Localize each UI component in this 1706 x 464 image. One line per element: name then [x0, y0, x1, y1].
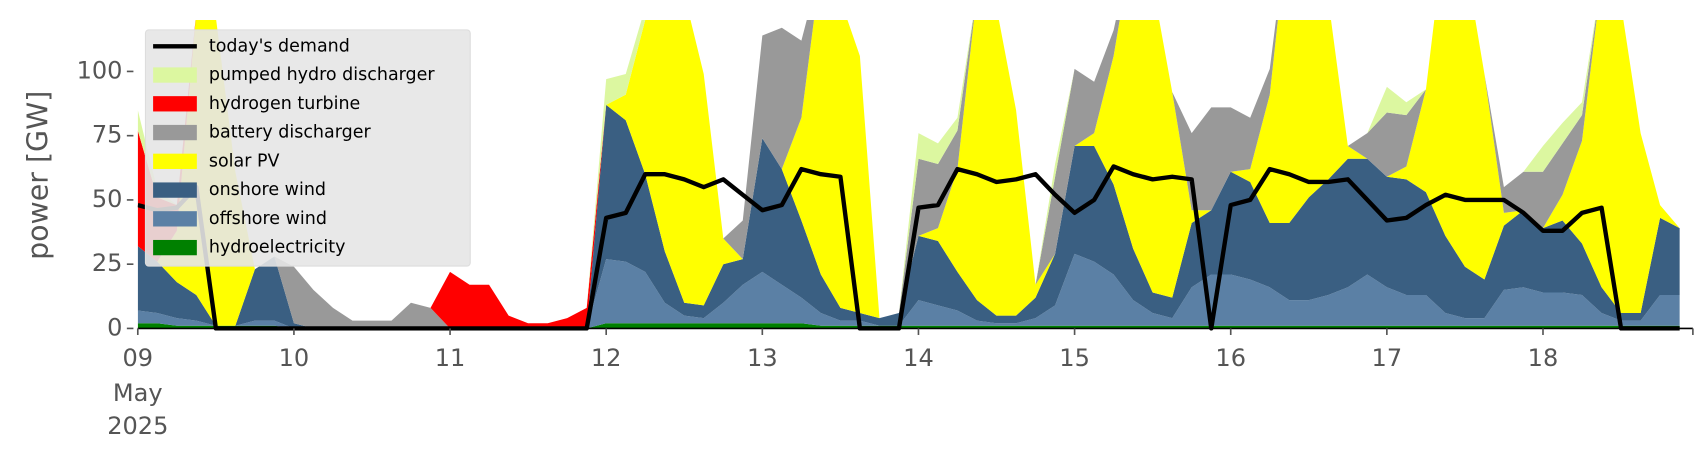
legend-swatch: [153, 67, 197, 83]
x-tick-label: 12: [591, 344, 622, 372]
x-tick-label: 14: [903, 344, 934, 372]
area: [137, 253, 1680, 329]
legend-label: onshore wind: [209, 180, 326, 200]
x-date-label: May: [113, 379, 163, 407]
legend-swatch: [153, 211, 197, 227]
area: [137, 323, 1680, 329]
legend-label: today's demand: [209, 36, 350, 56]
x-tick-label: 15: [1059, 344, 1090, 372]
x-tick-label: 16: [1215, 344, 1246, 372]
legend-swatch: [153, 96, 197, 112]
x-tick-label: 17: [1372, 344, 1403, 372]
x-tick-label: 10: [279, 344, 310, 372]
legend-box: [144, 29, 471, 267]
x-tick-label: 13: [747, 344, 778, 372]
legend-swatch: [153, 182, 197, 198]
area: [137, 20, 1680, 329]
legend-swatch: [153, 153, 197, 169]
y-tick-label: 25: [92, 249, 123, 277]
legend-label: hydrogen turbine: [209, 94, 360, 114]
legend-label: solar PV: [209, 151, 280, 171]
x-tick-label: 18: [1528, 344, 1559, 372]
x-tick-label: 09: [122, 344, 153, 372]
y-axis-label: power [GW]: [21, 91, 54, 260]
legend-label: pumped hydro discharger: [209, 65, 436, 85]
area: [137, 104, 1680, 329]
y-tick-label: 50: [92, 185, 123, 213]
y-tick-label: 100: [77, 56, 123, 84]
legend-label: hydroelectricity: [209, 238, 346, 258]
y-tick-label: 75: [92, 121, 123, 149]
legend-swatch: [153, 124, 197, 141]
y-tick-label: 0: [107, 313, 122, 341]
x-tick-label: 11: [435, 344, 466, 372]
legend-swatch: [153, 239, 197, 256]
x-date-label: 2025: [107, 412, 168, 440]
legend-label: offshore wind: [209, 209, 327, 229]
legend-label: battery discharger: [209, 123, 372, 143]
